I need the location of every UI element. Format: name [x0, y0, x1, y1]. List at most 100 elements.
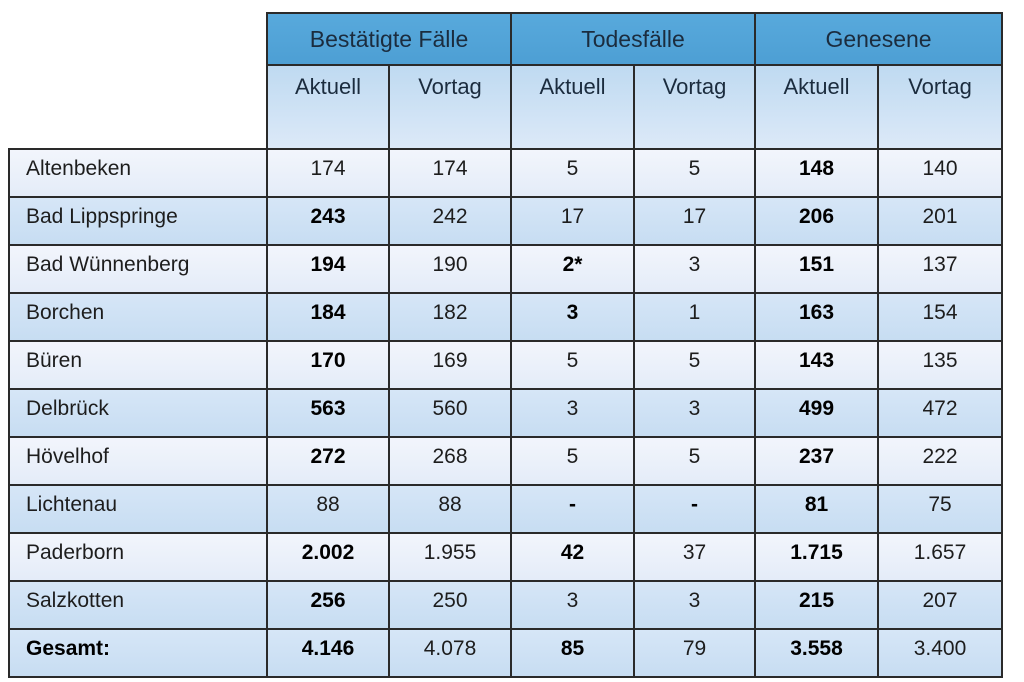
value-cell: 154 — [877, 292, 1004, 342]
row-label: Büren — [8, 340, 268, 390]
value-cell: 174 — [266, 148, 390, 198]
value-cell: 3 — [510, 580, 635, 630]
value-cell: 174 — [388, 148, 512, 198]
value-cell: 1 — [632, 292, 757, 342]
group-header-todesfaelle: Todesfälle — [509, 12, 757, 66]
value-cell: 3 — [510, 292, 635, 342]
value-cell: 17 — [632, 196, 757, 246]
value-cell: 3 — [632, 580, 757, 630]
value-cell: 169 — [388, 340, 512, 390]
value-cell: 17 — [510, 196, 635, 246]
value-cell: 3 — [632, 244, 757, 294]
value-cell: 5 — [632, 436, 757, 486]
value-cell: 256 — [266, 580, 390, 630]
value-cell: 184 — [266, 292, 390, 342]
row-label: Borchen — [8, 292, 268, 342]
value-cell: 3 — [632, 388, 757, 438]
value-cell: 3.558 — [754, 628, 880, 678]
table-row: Büren 170 169 5 5 143 135 — [8, 340, 1004, 390]
table-row: Salzkotten 256 250 3 3 215 207 — [8, 580, 1004, 630]
table-row: Bad Lippspringe 243 242 17 17 206 201 — [8, 196, 1004, 246]
value-cell: 5 — [510, 436, 635, 486]
table-row: Hövelhof 272 268 5 5 237 222 — [8, 436, 1004, 486]
value-cell: 75 — [877, 484, 1004, 534]
value-cell: 3 — [510, 388, 635, 438]
covid-statistics-table: Bestätigte Fälle Todesfälle Genesene Akt… — [8, 12, 1004, 678]
value-cell: 170 — [266, 340, 390, 390]
value-cell: 222 — [877, 436, 1004, 486]
row-label: Bad Wünnenberg — [8, 244, 268, 294]
row-label: Lichtenau — [8, 484, 268, 534]
value-cell: 5 — [632, 340, 757, 390]
row-label: Bad Lippspringe — [8, 196, 268, 246]
value-cell: 242 — [388, 196, 512, 246]
table-body: Altenbeken 174 174 5 5 148 140 Bad Lippspringe 2… — [8, 148, 1004, 678]
value-cell: 5 — [510, 340, 635, 390]
value-cell: 215 — [754, 580, 880, 630]
table-row: Altenbeken 174 174 5 5 148 140 — [8, 148, 1004, 198]
row-label: Salzkotten — [8, 580, 268, 630]
subheader-bestaetigte-aktuell: Aktuell — [266, 64, 390, 150]
table-row: Bad Wünnenberg 194 190 2* 3 151 137 — [8, 244, 1004, 294]
value-cell: 4.146 — [266, 628, 390, 678]
value-cell: 85 — [510, 628, 635, 678]
value-cell: 1.657 — [877, 532, 1004, 582]
subheader-todesfaelle-vortag: Vortag — [632, 64, 757, 150]
value-cell: - — [510, 484, 635, 534]
subheader-genesene-aktuell: Aktuell — [754, 64, 880, 150]
value-cell: 472 — [877, 388, 1004, 438]
value-cell: 42 — [510, 532, 635, 582]
value-cell: 563 — [266, 388, 390, 438]
value-cell: - — [632, 484, 757, 534]
value-cell: 5 — [632, 148, 757, 198]
row-label: Delbrück — [8, 388, 268, 438]
value-cell: 137 — [877, 244, 1004, 294]
table-row: Delbrück 563 560 3 3 499 472 — [8, 388, 1004, 438]
value-cell: 2.002 — [266, 532, 390, 582]
value-cell: 79 — [632, 628, 757, 678]
value-cell: 163 — [754, 292, 880, 342]
total-row: Gesamt: 4.146 4.078 85 79 3.558 3.400 — [8, 628, 1004, 678]
corner-blank-cell — [9, 13, 267, 65]
value-cell: 5 — [510, 148, 635, 198]
group-header-row: Bestätigte Fälle Todesfälle Genesene — [9, 12, 1004, 66]
value-cell: 190 — [388, 244, 512, 294]
value-cell: 1.715 — [754, 532, 880, 582]
value-cell: 237 — [754, 436, 880, 486]
value-cell: 81 — [754, 484, 880, 534]
value-cell: 135 — [877, 340, 1004, 390]
value-cell: 140 — [877, 148, 1004, 198]
subheader-genesene-vortag: Vortag — [877, 64, 1004, 150]
value-cell: 88 — [388, 484, 512, 534]
value-cell: 268 — [388, 436, 512, 486]
group-header-genesene: Genesene — [754, 12, 1004, 66]
value-cell: 37 — [632, 532, 757, 582]
subheader-row: Aktuell Vortag Aktuell Vortag Aktuell Vo… — [9, 64, 1004, 150]
value-cell: 499 — [754, 388, 880, 438]
value-cell: 207 — [877, 580, 1004, 630]
subheader-bestaetigte-vortag: Vortag — [388, 64, 512, 150]
value-cell: 148 — [754, 148, 880, 198]
value-cell: 250 — [388, 580, 512, 630]
value-cell: 182 — [388, 292, 512, 342]
value-cell: 194 — [266, 244, 390, 294]
row-label: Gesamt: — [8, 628, 268, 678]
value-cell: 560 — [388, 388, 512, 438]
value-cell: 88 — [266, 484, 390, 534]
value-cell: 1.955 — [388, 532, 512, 582]
value-cell: 143 — [754, 340, 880, 390]
value-cell: 2* — [510, 244, 635, 294]
table-row: Borchen 184 182 3 1 163 154 — [8, 292, 1004, 342]
value-cell: 206 — [754, 196, 880, 246]
value-cell: 243 — [266, 196, 390, 246]
value-cell: 3.400 — [877, 628, 1004, 678]
value-cell: 4.078 — [388, 628, 512, 678]
group-header-bestaetigte-faelle: Bestätigte Fälle — [266, 12, 512, 66]
value-cell: 272 — [266, 436, 390, 486]
subheader-todesfaelle-aktuell: Aktuell — [510, 64, 635, 150]
value-cell: 151 — [754, 244, 880, 294]
value-cell: 201 — [877, 196, 1004, 246]
table-row: Lichtenau 88 88- -81 75 — [8, 484, 1004, 534]
table-header: Bestätigte Fälle Todesfälle Genesene Akt… — [9, 12, 1004, 150]
